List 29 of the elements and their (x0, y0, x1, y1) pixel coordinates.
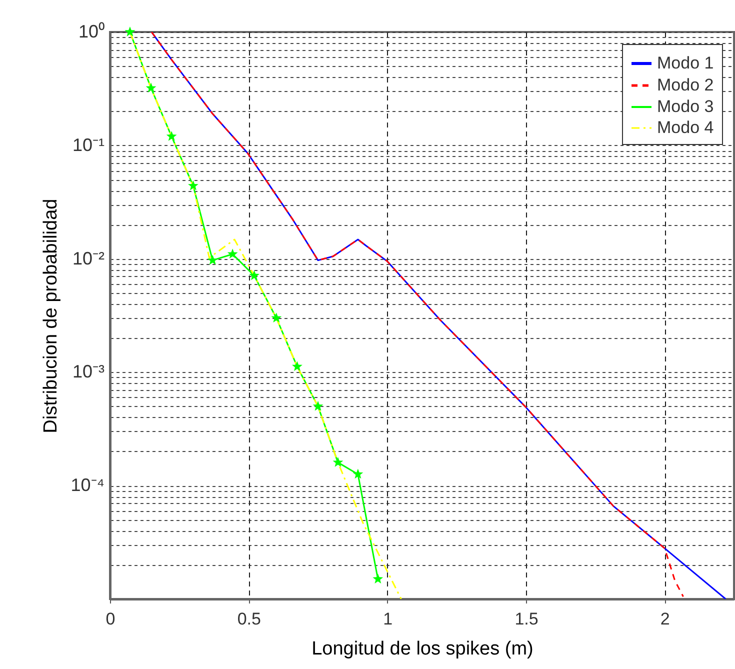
x-axis-title: Longitud de los spikes (m) (312, 638, 534, 660)
point (332, 456, 344, 467)
y-axis-title: Distribucion de probabilidad (40, 198, 62, 434)
y-tick-label: 10⁻² (72, 248, 105, 268)
point (166, 130, 177, 141)
x-tick-label: 0 (106, 610, 116, 628)
x-tick-label: 0.5 (237, 610, 261, 628)
x-tick-label: 1.5 (514, 610, 538, 628)
point (227, 248, 238, 259)
legend-label: Modo 2 (657, 76, 714, 94)
point (372, 574, 384, 584)
y-tick-label: 10⁻³ (72, 362, 105, 382)
legend-label: Modo 3 (657, 97, 714, 116)
point (312, 400, 324, 411)
x-tick-label: 2 (660, 610, 670, 628)
y-tick-label: 10⁻⁴ (70, 475, 104, 496)
point (124, 26, 136, 36)
point (352, 468, 364, 479)
legend-label: Modo 1 (657, 54, 714, 72)
point (188, 180, 198, 190)
point (292, 361, 302, 372)
point (271, 312, 282, 323)
legend-label: Modo 4 (657, 118, 714, 137)
point (249, 270, 260, 280)
y-tick-label: 10⁰ (78, 22, 104, 42)
x-tick-label: 1 (383, 610, 393, 628)
point (207, 254, 218, 265)
y-tick-label: 10⁻¹ (72, 134, 105, 155)
point (146, 82, 156, 93)
